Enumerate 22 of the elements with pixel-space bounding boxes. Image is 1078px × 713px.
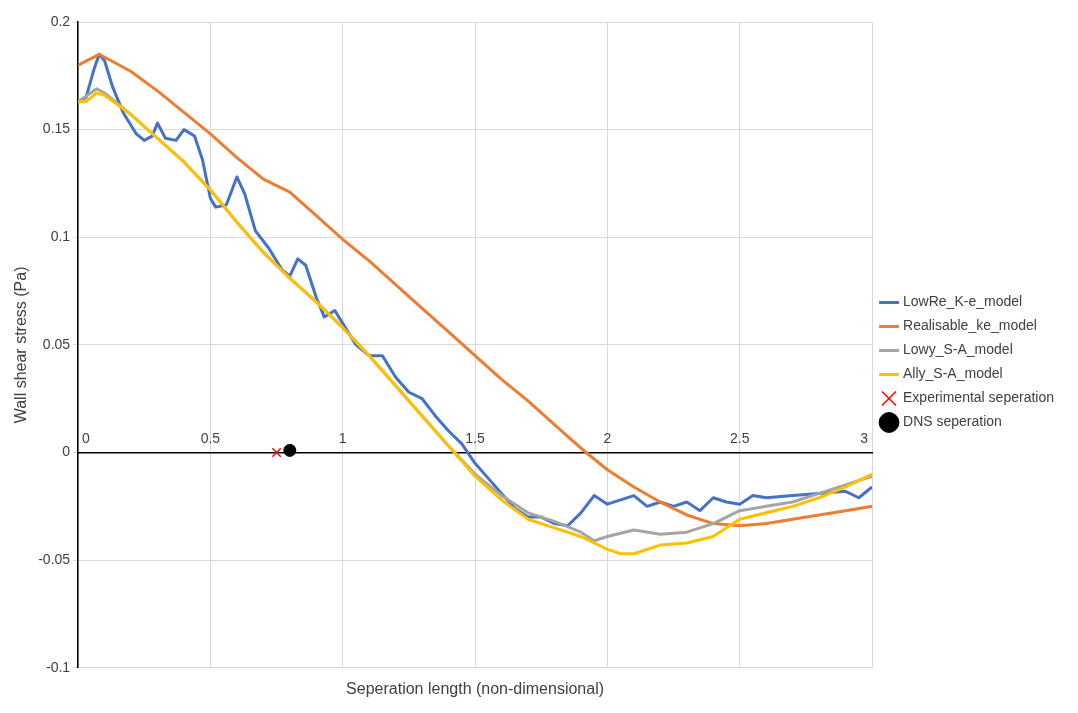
y-tick-label: 0.1 [50, 228, 71, 245]
x-tick-label: 0 [82, 430, 91, 447]
legend-label: Ally_S-A_model [903, 365, 1003, 382]
y-axis-title: Wall shear stress (Pa) [12, 266, 30, 424]
x-tick-label: 3 [860, 430, 869, 447]
x-axis-title: Seperation length (non-dimensional) [346, 679, 605, 697]
x-tick-label: 0.5 [200, 430, 221, 447]
legend-label: LowRe_K-e_model [903, 293, 1023, 310]
y-tick-label: 0 [62, 443, 71, 460]
y-tick-label: -0.1 [45, 658, 71, 675]
x-tick-label: 1.5 [465, 430, 486, 447]
x-tick-label: 2 [603, 430, 612, 447]
x-tick-label: 1 [338, 430, 347, 447]
legend-label: DNS seperation [903, 413, 1002, 430]
legend-label: Experimental seperation [903, 389, 1055, 406]
legend-label: Realisable_ke_model [903, 317, 1037, 334]
y-tick-label: 0.2 [50, 12, 71, 29]
y-tick-label: -0.05 [38, 551, 71, 568]
y-tick-label: 0.05 [42, 335, 71, 352]
y-tick-label: 0.15 [42, 120, 71, 137]
x-tick-label: 2.5 [729, 430, 750, 447]
legend-label: Lowy_S-A_model [903, 341, 1013, 358]
